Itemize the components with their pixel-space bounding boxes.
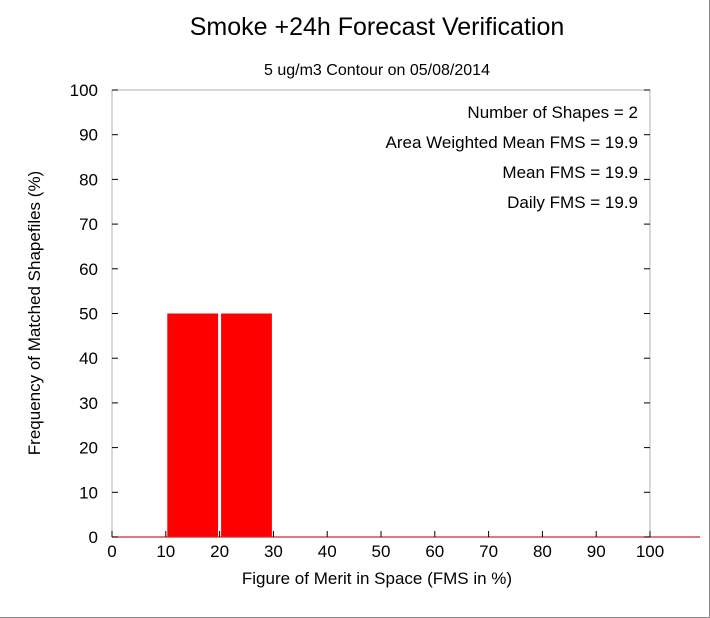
x-axis-ticks: 0 10 20 30 40 50 60 70 80 90 100 xyxy=(107,531,664,561)
y-tick-label-0: 0 xyxy=(89,528,98,547)
y-tick-label-90: 90 xyxy=(79,126,98,145)
bar-0 xyxy=(167,313,219,537)
y-tick-label-10: 10 xyxy=(79,483,98,502)
stat-line-3: Daily FMS = 19.9 xyxy=(507,193,638,212)
x-tick-label-30: 30 xyxy=(264,542,283,561)
y-tick-label-50: 50 xyxy=(79,305,98,324)
x-tick-label-10: 10 xyxy=(156,542,175,561)
y-tick-label-30: 30 xyxy=(79,394,98,413)
x-tick-label-40: 40 xyxy=(318,542,337,561)
y-tick-label-60: 60 xyxy=(79,260,98,279)
x-tick-label-100: 100 xyxy=(636,542,664,561)
y-axis-ticks: 0 10 20 30 40 50 60 70 80 90 100 xyxy=(70,81,650,547)
y-tick-label-20: 20 xyxy=(79,439,98,458)
y-axis-label: Frequency of Matched Shapefiles (%) xyxy=(25,171,44,455)
chart-subtitle: 5 ug/m3 Contour on 05/08/2014 xyxy=(264,62,490,79)
bars-group xyxy=(167,313,272,537)
chart-title: Smoke +24h Forecast Verification xyxy=(190,13,565,41)
y-tick-label-40: 40 xyxy=(79,349,98,368)
x-tick-label-20: 20 xyxy=(210,542,229,561)
y-tick-label-70: 70 xyxy=(79,215,98,234)
x-tick-label-90: 90 xyxy=(587,542,606,561)
x-tick-label-50: 50 xyxy=(372,542,391,561)
x-tick-label-0: 0 xyxy=(107,542,116,561)
stat-line-1: Area Weighted Mean FMS = 19.9 xyxy=(386,133,638,152)
bar-1 xyxy=(221,313,272,537)
x-axis-label: Figure of Merit in Space (FMS in %) xyxy=(242,569,512,588)
x-tick-label-80: 80 xyxy=(533,542,552,561)
stats-annotations: Number of Shapes = 2 Area Weighted Mean F… xyxy=(386,103,638,212)
stat-line-2: Mean FMS = 19.9 xyxy=(502,163,638,182)
x-tick-label-70: 70 xyxy=(479,542,498,561)
y-tick-label-100: 100 xyxy=(70,81,98,100)
x-tick-label-60: 60 xyxy=(425,542,444,561)
y-tick-label-80: 80 xyxy=(79,170,98,189)
stat-line-0: Number of Shapes = 2 xyxy=(467,103,638,122)
